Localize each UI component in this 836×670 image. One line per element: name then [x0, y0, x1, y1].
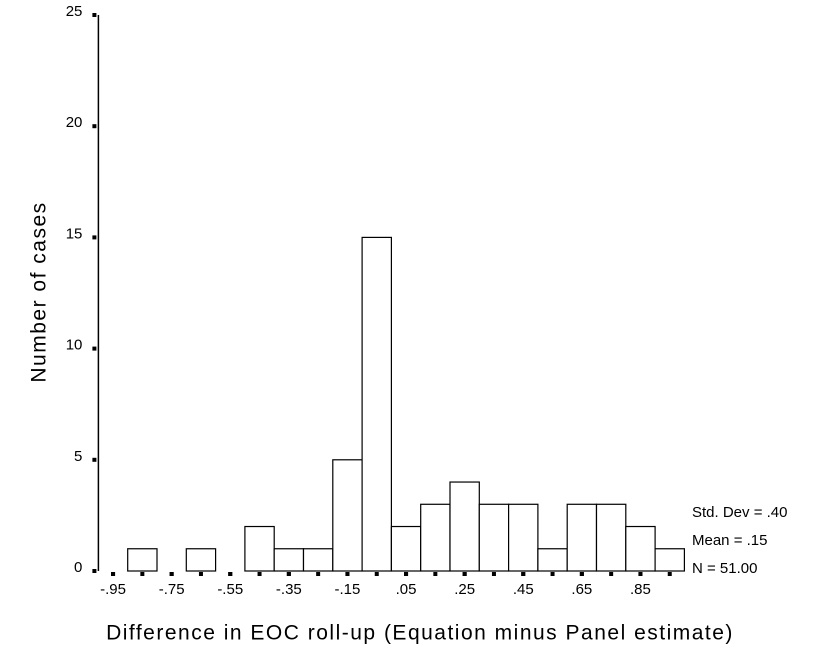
y-tick-mark [92, 124, 97, 129]
bin-center-mark [374, 572, 379, 576]
x-tick-label: .45 [513, 581, 534, 598]
x-tick-mark [579, 572, 584, 576]
x-tick-label: -.75 [159, 581, 185, 598]
y-tick-mark [92, 569, 97, 573]
bar [332, 459, 363, 572]
x-tick-mark [404, 572, 409, 576]
y-tick-mark [92, 457, 97, 462]
y-tick-label: 10 [66, 337, 83, 354]
bar [420, 503, 451, 572]
x-axis-title: Difference in EOC roll-up (Equation minu… [106, 622, 734, 645]
bar [566, 503, 598, 572]
x-tick-label: .65 [571, 581, 592, 598]
bin-center-mark [491, 572, 496, 576]
bar [185, 548, 217, 572]
x-tick-label: -.35 [276, 581, 302, 598]
bar [449, 481, 480, 572]
y-tick-mark [92, 235, 97, 240]
y-tick-label: 25 [66, 3, 83, 20]
bar [537, 548, 568, 572]
bar [654, 548, 685, 572]
y-tick-label: 5 [74, 448, 82, 465]
bin-center-mark [316, 572, 321, 576]
x-tick-label: -.15 [335, 581, 361, 598]
bar [302, 548, 334, 572]
x-tick-mark [345, 572, 350, 576]
x-tick-mark [521, 572, 526, 576]
x-tick-mark [228, 572, 233, 576]
bar [595, 503, 627, 572]
y-tick-label: 15 [66, 225, 83, 242]
y-tick-mark [92, 346, 97, 351]
x-tick-mark [286, 572, 291, 576]
stat-annotation: Std. Dev = .40 [692, 504, 787, 521]
bar [478, 503, 510, 572]
y-tick-label: 20 [66, 114, 83, 131]
bin-center-mark [257, 572, 262, 576]
x-tick-label: .25 [454, 581, 475, 598]
y-tick-label: 0 [74, 559, 82, 576]
bar [508, 503, 539, 572]
bar [273, 548, 305, 572]
x-tick-mark [462, 572, 467, 576]
x-tick-mark [111, 572, 116, 576]
bin-center-mark [433, 572, 438, 576]
bin-center-mark [550, 572, 555, 576]
bar [127, 548, 158, 572]
bin-center-mark [140, 572, 145, 576]
bin-center-mark [609, 572, 614, 576]
bar [244, 525, 275, 572]
x-tick-label: -.55 [217, 581, 243, 598]
bar [390, 525, 422, 572]
stat-annotation: N = 51.00 [692, 560, 757, 577]
bin-center-mark [198, 572, 203, 576]
y-tick-mark [92, 13, 97, 17]
x-tick-mark [638, 572, 643, 576]
bar [361, 236, 393, 572]
stat-annotation: Mean = .15 [692, 532, 767, 549]
x-tick-mark [169, 572, 174, 576]
y-axis-title: Number of cases [28, 201, 51, 382]
bar [625, 525, 656, 572]
x-tick-label: -.95 [100, 581, 126, 598]
x-tick-label: .05 [396, 581, 417, 598]
bin-center-mark [667, 572, 672, 576]
x-tick-label: .85 [630, 581, 651, 598]
